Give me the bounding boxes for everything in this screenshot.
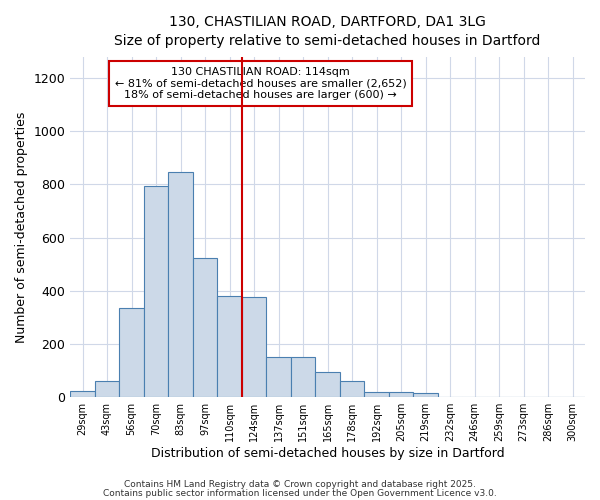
Bar xyxy=(144,186,169,397)
Bar xyxy=(364,392,389,397)
Title: 130, CHASTILIAN ROAD, DARTFORD, DA1 3LG
Size of property relative to semi-detach: 130, CHASTILIAN ROAD, DARTFORD, DA1 3LG … xyxy=(115,15,541,48)
X-axis label: Distribution of semi-detached houses by size in Dartford: Distribution of semi-detached houses by … xyxy=(151,447,505,460)
Bar xyxy=(291,358,316,397)
Bar xyxy=(169,172,193,397)
Bar xyxy=(266,358,291,397)
Bar xyxy=(242,298,266,397)
Text: Contains public sector information licensed under the Open Government Licence v3: Contains public sector information licen… xyxy=(103,488,497,498)
Bar xyxy=(316,372,340,397)
Bar xyxy=(217,296,242,397)
Text: Contains HM Land Registry data © Crown copyright and database right 2025.: Contains HM Land Registry data © Crown c… xyxy=(124,480,476,489)
Text: 130 CHASTILIAN ROAD: 114sqm
← 81% of semi-detached houses are smaller (2,652)
18: 130 CHASTILIAN ROAD: 114sqm ← 81% of sem… xyxy=(115,67,407,100)
Bar xyxy=(70,390,95,397)
Bar xyxy=(413,393,438,397)
Bar xyxy=(389,392,413,397)
Bar xyxy=(119,308,144,397)
Bar xyxy=(340,381,364,397)
Bar xyxy=(193,258,217,397)
Bar xyxy=(95,381,119,397)
Y-axis label: Number of semi-detached properties: Number of semi-detached properties xyxy=(15,111,28,342)
